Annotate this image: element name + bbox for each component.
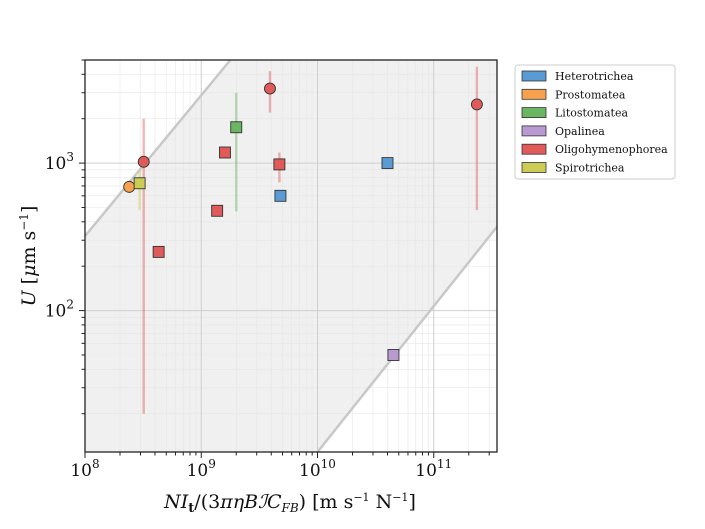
y-tick-label: 103 <box>45 150 74 174</box>
x-tick-labels: 108 109 1010 1011 <box>70 457 452 481</box>
legend-swatch-oligohymenophorea <box>522 144 546 154</box>
y-tick-labels: 102 103 <box>45 150 74 322</box>
legend-label-oligohymenophorea: Oligohymenophorea <box>555 143 668 156</box>
y-tick-label: 102 <box>45 298 74 322</box>
heterotrichea-point <box>275 190 286 201</box>
heterotrichea-point <box>382 158 393 169</box>
legend-label-spirotrichea: Spirotrichea <box>555 162 625 175</box>
opalinea-point <box>388 350 399 361</box>
legend-swatch-spirotrichea <box>522 163 546 173</box>
x-tick-label: 1010 <box>299 457 336 481</box>
oligohymenophorea-point <box>274 159 285 170</box>
oligohymenophorea-point <box>264 83 275 94</box>
legend-swatch-heterotrichea <box>522 71 546 81</box>
chart-figure: 108 109 1010 1011 102 103 NIt/(3πηBℐCFB) [m … <box>0 0 705 529</box>
x-tick-label: 1011 <box>415 457 452 481</box>
oligohymenophorea-point <box>153 246 164 257</box>
legend-swatch-opalinea <box>522 126 546 136</box>
legend-label-heterotrichea: Heterotrichea <box>555 70 634 83</box>
y-axis-label: U [μm s−1] <box>17 206 40 307</box>
prostomatea-point <box>124 181 135 192</box>
oligohymenophorea-point <box>212 205 223 216</box>
legend-swatch-litostomatea <box>522 108 546 118</box>
legend-label-opalinea: Opalinea <box>555 125 605 138</box>
legend: Heterotrichea Prostomatea Litostomatea Opal… <box>515 65 675 179</box>
legend-label-litostomatea: Litostomatea <box>555 107 628 120</box>
x-tick-label: 108 <box>70 457 99 481</box>
oligohymenophorea-point <box>138 156 149 167</box>
oligohymenophorea-point <box>219 147 230 158</box>
x-axis-label: NIt/(3πηBℐCFB) [m s−1 N−1] <box>163 491 416 516</box>
litostomatea-point <box>231 122 242 133</box>
legend-swatch-prostomatea <box>522 89 546 99</box>
spirotrichea-point <box>134 178 145 189</box>
x-tick-label: 109 <box>187 457 216 481</box>
oligohymenophorea-point <box>471 99 482 110</box>
legend-label-prostomatea: Prostomatea <box>555 88 626 101</box>
